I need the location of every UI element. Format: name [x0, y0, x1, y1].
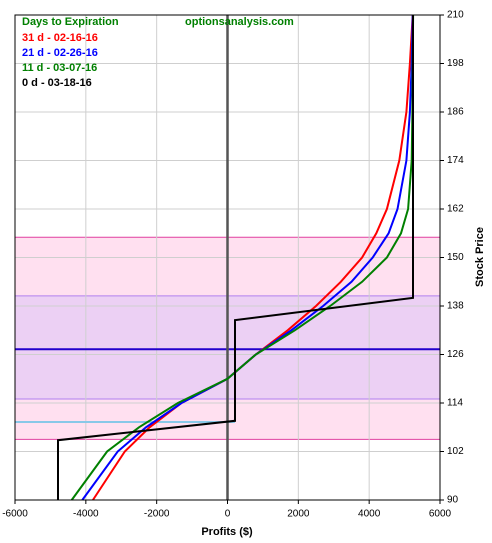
legend-entry: 0 d - 03-18-16 [22, 77, 92, 89]
legend-entry: 21 d - 02-26-16 [22, 47, 98, 59]
series-line [81, 14, 414, 501]
y-tick-label: 162 [447, 204, 464, 215]
series-line [57, 15, 414, 500]
y-tick-label: 126 [447, 349, 464, 360]
x-tick-label: 4000 [358, 509, 381, 520]
legend-entry: 11 d - 03-07-16 [22, 62, 97, 74]
y-tick-label: 198 [447, 58, 464, 69]
y-tick-label: 210 [447, 10, 464, 21]
x-tick-label: -4000 [73, 509, 99, 520]
legend-entry: 31 d - 02-16-16 [22, 32, 98, 44]
y-tick-label: 90 [447, 495, 459, 506]
x-tick-label: -2000 [144, 509, 170, 520]
x-axis-label: Profits ($) [201, 526, 253, 538]
y-tick-label: 138 [447, 301, 464, 312]
legend-title: Days to Expiration [22, 16, 119, 28]
subtitle: optionsanalysis.com [185, 16, 294, 28]
x-tick-label: -6000 [2, 509, 28, 520]
y-tick-label: 186 [447, 107, 464, 118]
y-tick-label: 150 [447, 252, 464, 263]
x-tick-label: 2000 [287, 509, 310, 520]
x-tick-label: 0 [225, 509, 231, 520]
series-line [92, 14, 414, 501]
x-tick-label: 6000 [429, 509, 452, 520]
y-tick-label: 114 [447, 398, 463, 409]
y-tick-label: 174 [447, 155, 464, 166]
y-tick-label: 102 [447, 446, 464, 457]
y-axis-label: Stock Price [474, 227, 486, 287]
plot-frame [14, 14, 441, 501]
